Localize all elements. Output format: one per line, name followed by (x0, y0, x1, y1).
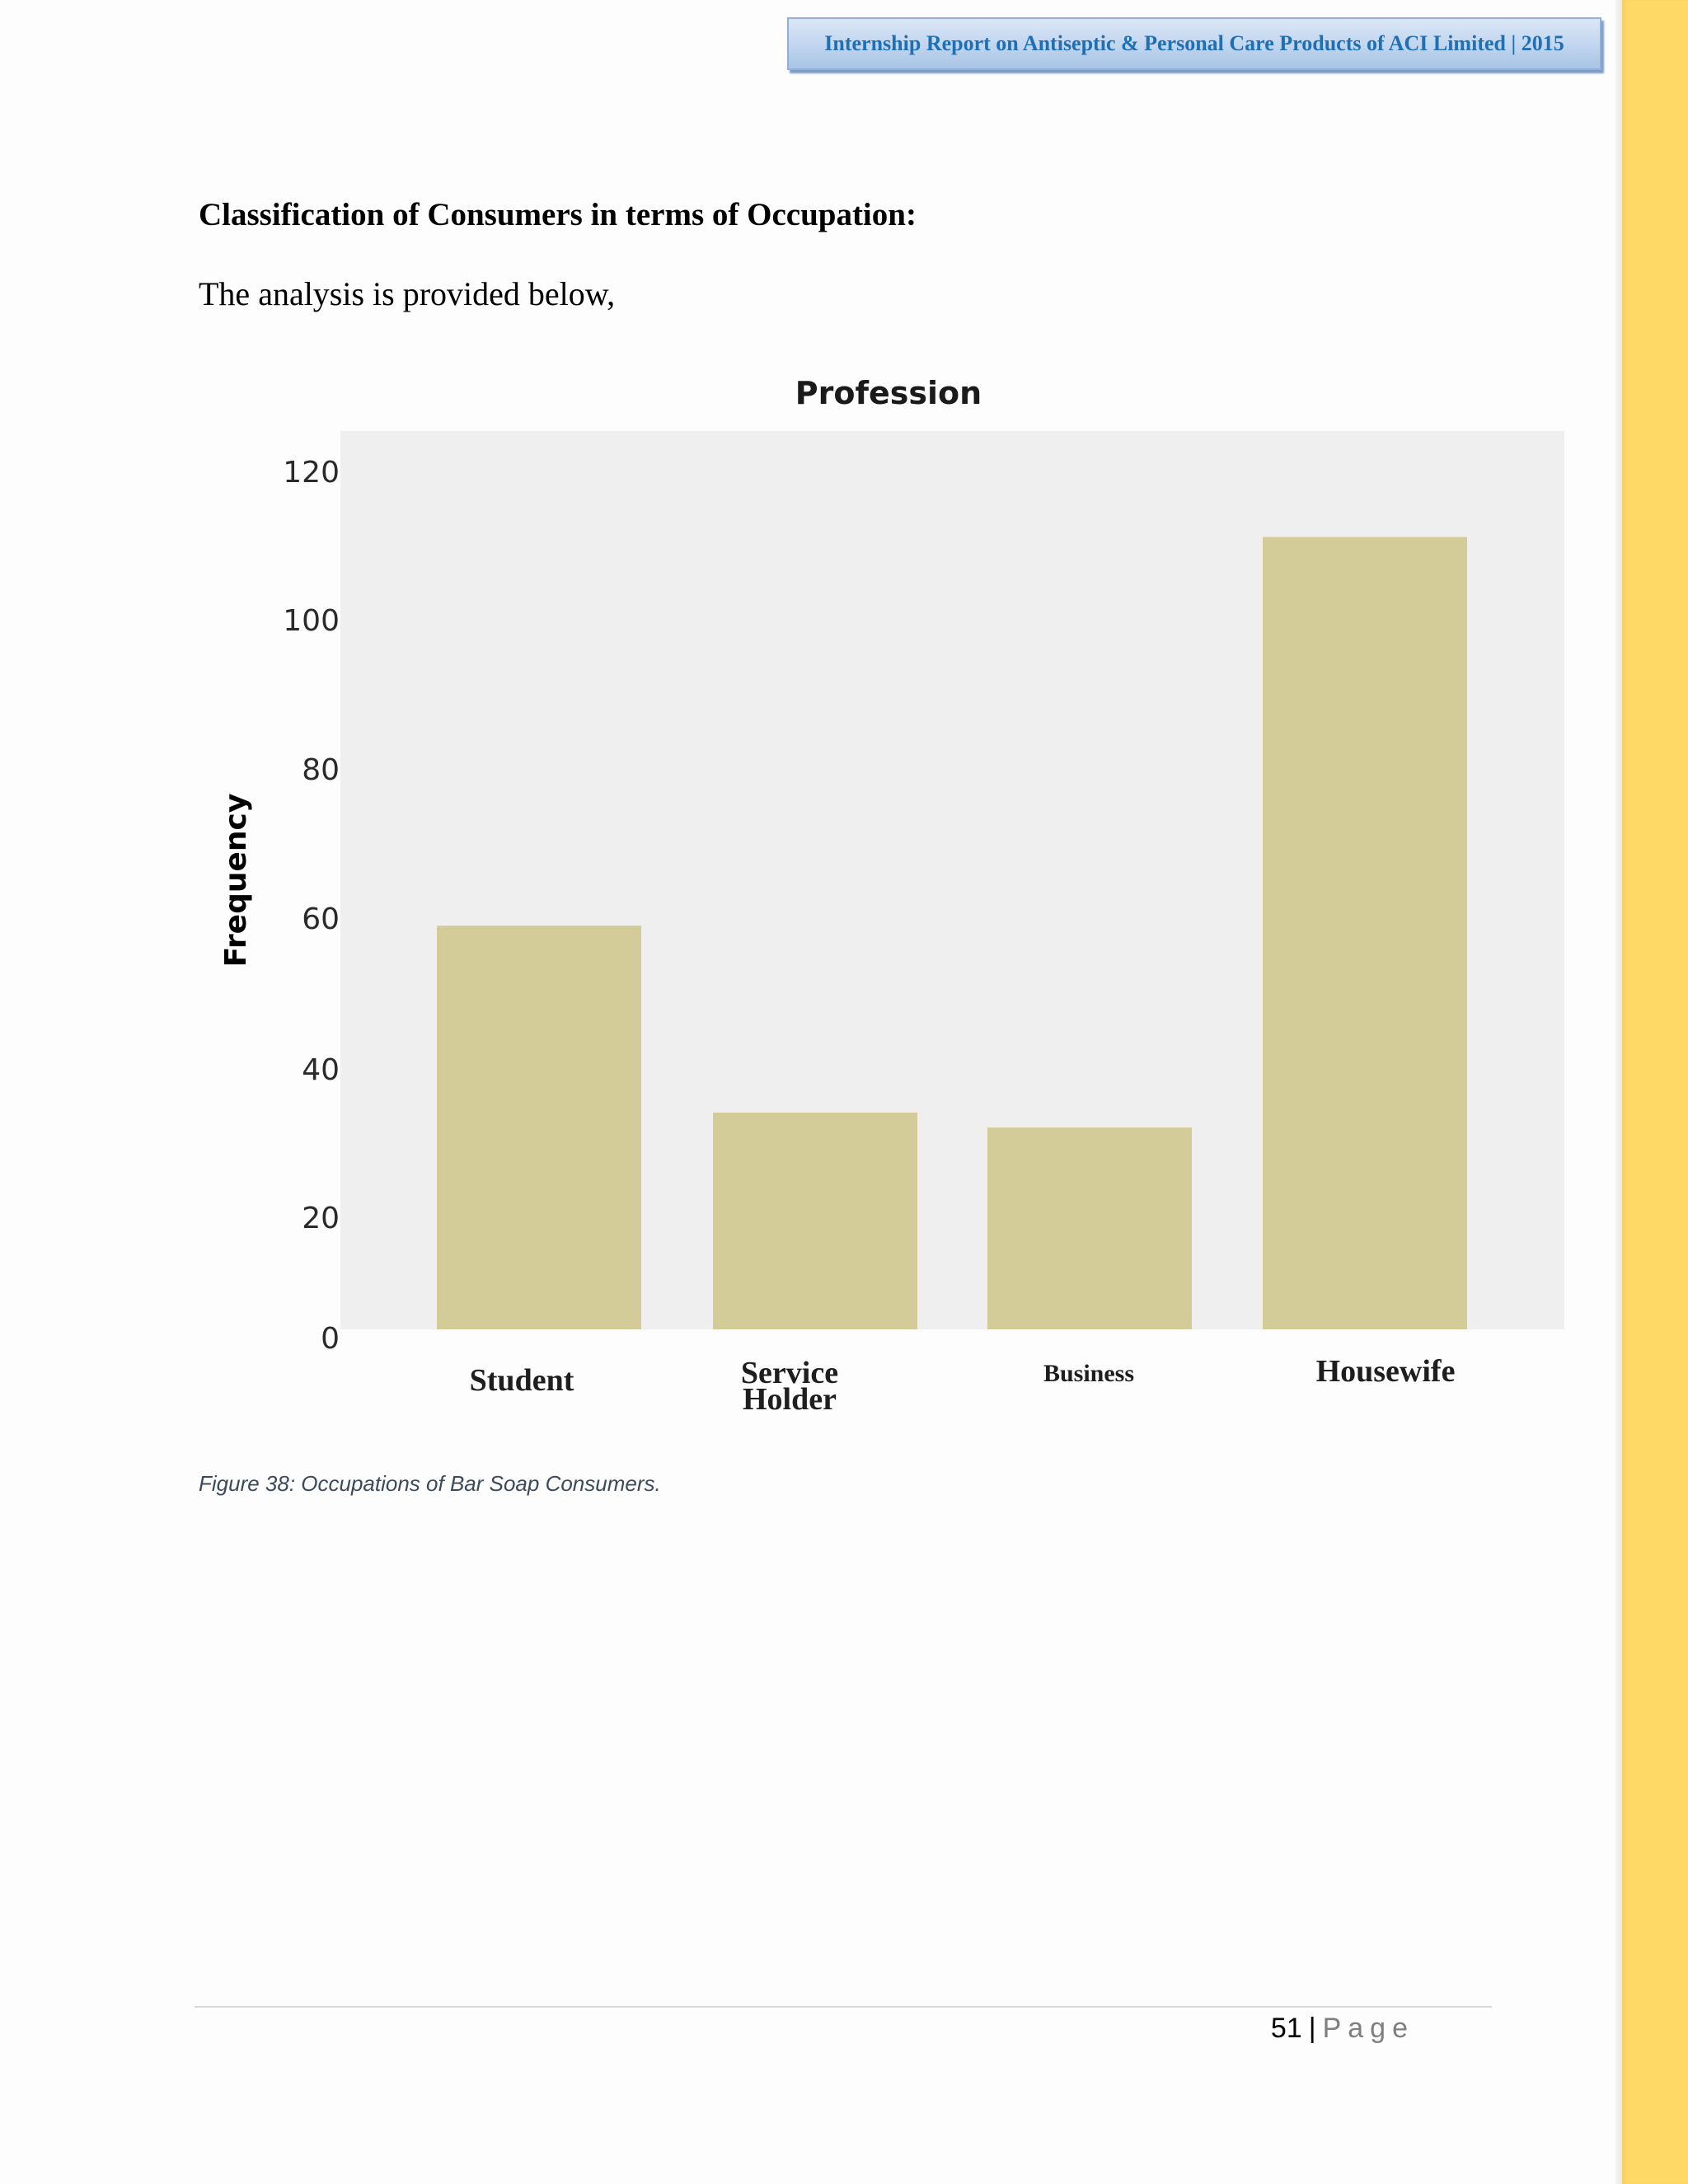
running-header: Internship Report on Antiseptic & Person… (787, 17, 1601, 70)
y-tick-label: 120 (283, 456, 340, 490)
bar (1263, 537, 1467, 1329)
y-axis-ticks: 0 20 40 60 80 100 120 (283, 456, 340, 1356)
page-number: 51 (1270, 2013, 1302, 2044)
y-tick-label: 40 (302, 1053, 340, 1087)
footer-divider (195, 2006, 1492, 2008)
x-tick-label: Service Holder (741, 1356, 838, 1417)
page-word: Page (1322, 2013, 1414, 2044)
bar (713, 1112, 917, 1329)
bar-series (437, 537, 1467, 1329)
bar (987, 1127, 1192, 1329)
y-tick-label: 20 (302, 1202, 340, 1235)
bar (437, 926, 641, 1329)
y-tick-label: 80 (302, 753, 340, 787)
section-heading: Classification of Consumers in terms of … (199, 197, 917, 232)
x-tick-label: Housewife (1316, 1354, 1456, 1389)
chart-title: Profession (795, 375, 982, 411)
right-margin-band (1622, 0, 1688, 2184)
x-tick-label: Student (470, 1363, 574, 1398)
x-tick-label: Business (1043, 1360, 1134, 1387)
page-footer: 51 | Page (1271, 2013, 1414, 2045)
header-title: Internship Report on Antiseptic & Person… (824, 31, 1564, 55)
chart-y-axis-label: Frequency (219, 794, 253, 968)
page-separator: | (1308, 2013, 1316, 2044)
figure-caption: Figure 38: Occupations of Bar Soap Consu… (199, 1471, 661, 1496)
intro-paragraph: The analysis is provided below, (199, 275, 616, 312)
y-tick-label: 0 (321, 1322, 340, 1356)
y-tick-label: 60 (302, 902, 340, 936)
page-edge-shadow (1615, 0, 1622, 2184)
y-tick-label: 100 (283, 604, 340, 638)
x-axis-tick-labels: Student Service Holder Business Housewife (470, 1354, 1456, 1417)
profession-bar-chart: Profession Frequency 0 20 40 60 80 100 120 Stu… (198, 371, 1582, 1434)
document-page: Internship Report on Antiseptic & Person… (195, 17, 1601, 2045)
